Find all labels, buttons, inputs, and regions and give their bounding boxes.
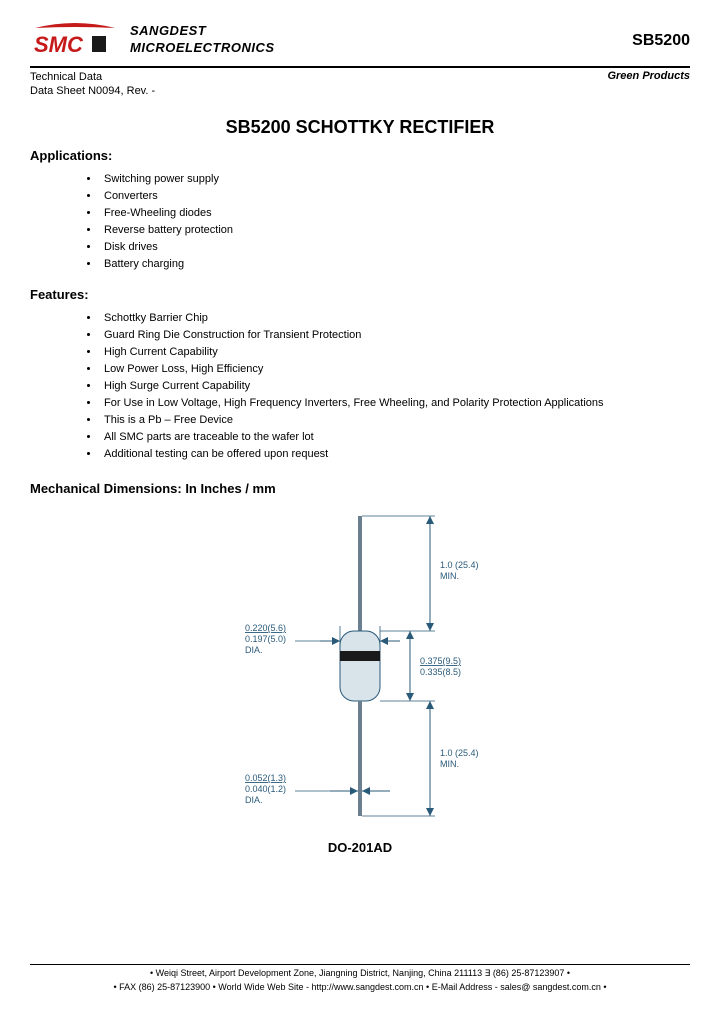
footer-line2: • FAX (86) 25-87123900 • World Wide Web … <box>30 981 690 994</box>
list-item: Free-Wheeling diodes <box>100 205 690 222</box>
footer-line1: • Weiqi Street, Airport Development Zone… <box>30 967 690 980</box>
dim-body-dia-label: DIA. <box>245 645 263 655</box>
list-item: All SMC parts are traceable to the wafer… <box>100 429 690 446</box>
applications-heading: Applications: <box>30 148 690 163</box>
footer-rule <box>30 964 690 965</box>
list-item: For Use in Low Voltage, High Frequency I… <box>100 395 690 412</box>
header-rule <box>30 66 690 68</box>
dim-body-len-bot: 0.335(8.5) <box>420 667 461 677</box>
footer: • Weiqi Street, Airport Development Zone… <box>30 964 690 994</box>
green-products-label: Green Products <box>607 70 690 99</box>
company-line1: SANGDEST <box>130 23 275 40</box>
list-item: High Current Capability <box>100 344 690 361</box>
dim-lead-bot-1: 1.0 (25.4) <box>440 748 479 758</box>
list-item: Additional testing can be offered upon r… <box>100 446 690 463</box>
list-item: This is a Pb – Free Device <box>100 412 690 429</box>
list-item: Disk drives <box>100 239 690 256</box>
company-line2: MICROELECTRONICS <box>130 40 275 57</box>
features-list: Schottky Barrier Chip Guard Ring Die Con… <box>30 310 690 463</box>
company-name: SANGDEST MICROELECTRONICS <box>130 23 275 57</box>
list-item: Schottky Barrier Chip <box>100 310 690 327</box>
dim-lead-top-1: 1.0 (25.4) <box>440 560 479 570</box>
dim-lead-bot-2: MIN. <box>440 759 459 769</box>
list-item: Battery charging <box>100 256 690 273</box>
mechanical-diagram: 1.0 (25.4) MIN. 0.220(5.6) 0.197(5.0) DI… <box>30 506 690 855</box>
list-item: Guard Ring Die Construction for Transien… <box>100 327 690 344</box>
list-item: High Surge Current Capability <box>100 378 690 395</box>
features-heading: Features: <box>30 287 690 302</box>
datasheet-label: Data Sheet N0094, Rev. - <box>30 84 155 98</box>
svg-text:SMC: SMC <box>34 32 84 57</box>
mechanical-heading: Mechanical Dimensions: In Inches / mm <box>30 481 690 496</box>
dim-body-len-top: 0.375(9.5) <box>420 656 461 666</box>
dim-lead-dia-bot: 0.040(1.2) <box>245 784 286 794</box>
list-item: Converters <box>100 188 690 205</box>
dim-body-dia-bot: 0.197(5.0) <box>245 634 286 644</box>
package-label: DO-201AD <box>328 840 392 855</box>
header: SMC SANGDEST MICROELECTRONICS SB5200 <box>30 20 690 64</box>
list-item: Low Power Loss, High Efficiency <box>100 361 690 378</box>
subheader: Technical Data Data Sheet N0094, Rev. - … <box>30 70 690 99</box>
applications-list: Switching power supply Converters Free-W… <box>30 171 690 273</box>
subheader-left: Technical Data Data Sheet N0094, Rev. - <box>30 70 155 99</box>
dim-body-dia-top: 0.220(5.6) <box>245 623 286 633</box>
dim-lead-dia-top: 0.052(1.3) <box>245 773 286 783</box>
dim-lead-dia-label: DIA. <box>245 795 263 805</box>
package-drawing: 1.0 (25.4) MIN. 0.220(5.6) 0.197(5.0) DI… <box>180 506 540 836</box>
list-item: Reverse battery protection <box>100 222 690 239</box>
part-number: SB5200 <box>632 32 690 50</box>
dim-lead-top-2: MIN. <box>440 571 459 581</box>
logo-block: SMC SANGDEST MICROELECTRONICS <box>30 20 275 60</box>
company-logo: SMC <box>30 20 120 60</box>
page-title: SB5200 SCHOTTKY RECTIFIER <box>30 117 690 138</box>
technical-data-label: Technical Data <box>30 70 155 84</box>
list-item: Switching power supply <box>100 171 690 188</box>
